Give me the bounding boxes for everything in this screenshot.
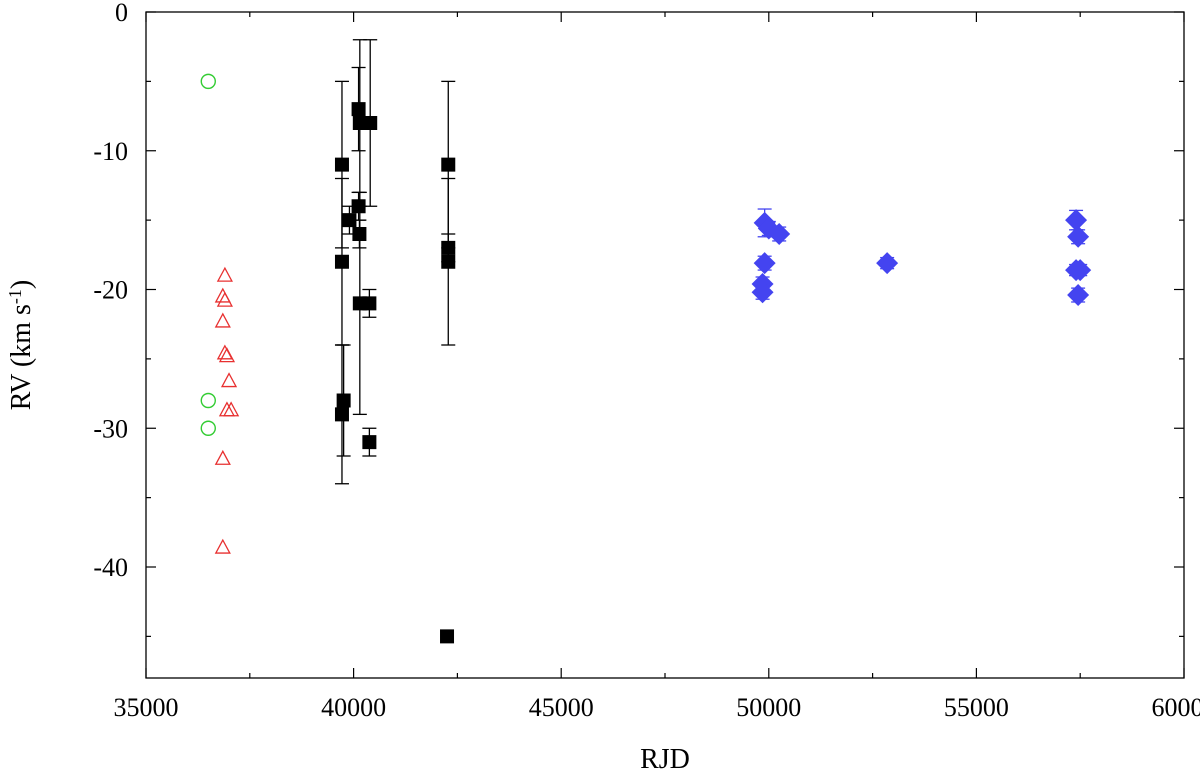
x-tick-label: 55000 xyxy=(944,693,1009,722)
data-point-triangle xyxy=(220,372,238,388)
data-point-triangle xyxy=(223,401,240,417)
x-tick-label: 50000 xyxy=(736,693,801,722)
data-point-square xyxy=(363,116,378,130)
data-marks xyxy=(200,39,1092,644)
data-point-diamond xyxy=(876,252,899,275)
data-point-square xyxy=(351,102,366,117)
y-tick-label: -10 xyxy=(93,137,128,166)
y-tick-label: -20 xyxy=(93,276,128,305)
data-point-diamond xyxy=(753,252,776,275)
data-point-triangle xyxy=(216,266,233,282)
x-tick-label: 40000 xyxy=(321,693,386,722)
y-axis-label: RV (km s-1) xyxy=(5,280,37,410)
data-point-square xyxy=(362,296,377,311)
data-point-square xyxy=(441,254,456,269)
data-point-square xyxy=(334,407,349,422)
data-point-diamond xyxy=(1069,259,1092,282)
plot-frame xyxy=(145,11,1185,679)
data-point-square xyxy=(334,254,349,269)
data-point-square xyxy=(334,157,349,172)
data-point-triangle xyxy=(214,538,231,554)
data-point-circle xyxy=(200,392,216,409)
data-point-circle xyxy=(200,420,216,436)
data-point-triangle xyxy=(214,449,231,465)
data-point-triangle xyxy=(214,312,231,328)
data-point-square xyxy=(441,157,456,172)
data-point-square xyxy=(342,213,357,228)
data-point-triangle xyxy=(214,287,231,303)
data-point-triangle xyxy=(216,291,233,307)
x-tick-label: 35000 xyxy=(114,693,179,722)
y-tick-label: -40 xyxy=(93,553,128,582)
data-point-square xyxy=(362,435,377,450)
y-tick-label: -30 xyxy=(93,414,128,443)
data-point-diamond xyxy=(751,281,774,304)
y-tick-label: 0 xyxy=(115,0,128,27)
data-point-diamond xyxy=(1067,284,1090,307)
data-point-diamond xyxy=(768,223,791,245)
data-point-square xyxy=(336,393,351,408)
data-point-diamond xyxy=(1067,225,1090,248)
data-point-triangle xyxy=(218,347,236,363)
y-axis-ticks: 0 -10 -20 -30 -40 xyxy=(93,0,1184,637)
x-axis-label: RJD xyxy=(640,744,690,773)
x-tick-label: 45000 xyxy=(529,693,594,722)
data-point-diamond xyxy=(1065,209,1088,232)
data-point-circle xyxy=(200,73,216,90)
data-point-square xyxy=(440,629,455,644)
